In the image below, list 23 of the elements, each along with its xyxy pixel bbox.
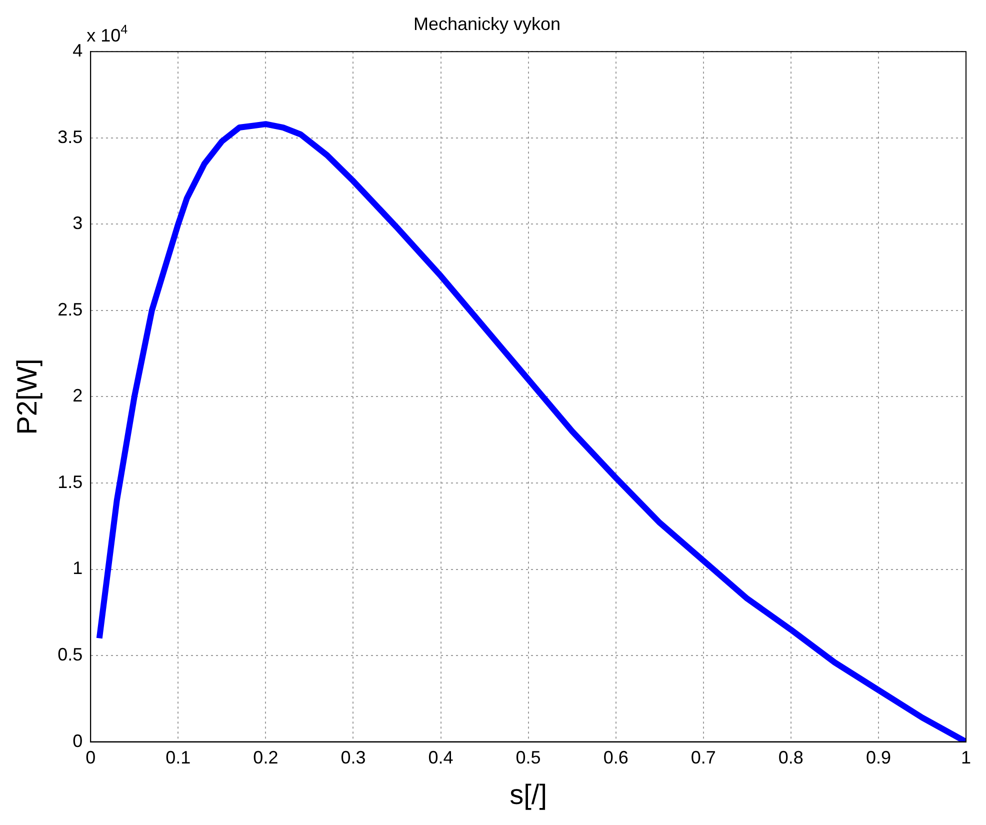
x-tick-label: 0.2 [253, 748, 278, 768]
y-tick-label: 2 [72, 386, 83, 406]
x-tick-label: 0.9 [866, 748, 891, 768]
y-tick-label: 0.5 [58, 644, 83, 664]
y-tick-label: 2.5 [58, 299, 83, 320]
x-tick-label: 0.6 [603, 748, 628, 768]
x-axis-title: s[/] [510, 778, 547, 810]
y-tick-label: 1.5 [58, 472, 83, 492]
y-tick-label: 0 [72, 730, 83, 751]
x-tick-label: 1 [960, 748, 972, 768]
x-tick-label: 0.5 [516, 748, 541, 768]
x-tick-label: 0.4 [428, 748, 454, 768]
y-tick-label: 3.5 [58, 126, 83, 147]
x-tick-label: 0.1 [166, 748, 191, 768]
chart-title: Mechanicky vykon [413, 14, 561, 34]
y-axis-title: P2[W] [12, 358, 43, 435]
x-tick-label: 0.3 [340, 748, 366, 768]
x-tick-label: 0 [86, 748, 96, 768]
y-tick-label: 1 [72, 558, 83, 578]
y-tick-label: 4 [72, 40, 83, 61]
y-tick-label: 3 [72, 213, 83, 234]
x-tick-label: 0.7 [690, 748, 716, 768]
x-tick-label: 0.8 [778, 748, 804, 768]
